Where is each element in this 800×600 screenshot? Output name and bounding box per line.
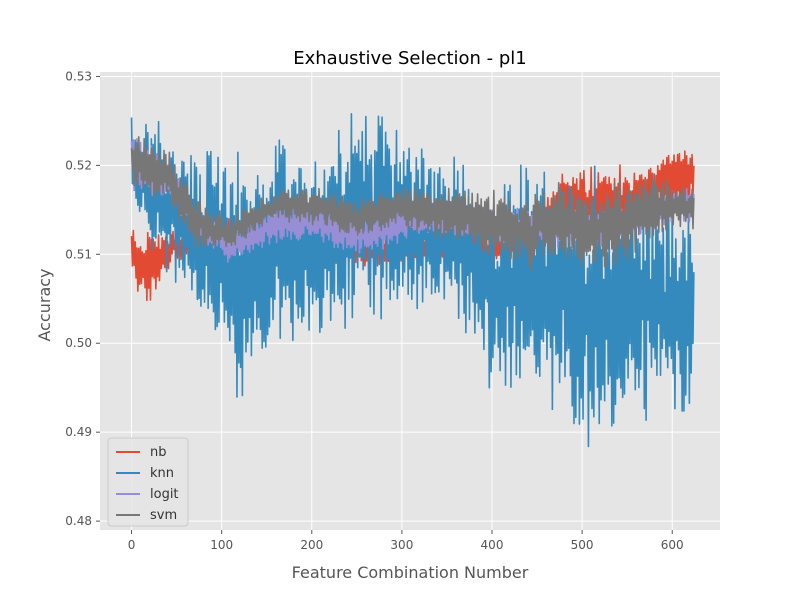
x-tick-label: 500 (571, 538, 594, 552)
legend-label-knn: knn (150, 466, 174, 481)
legend-label-svm: svm (150, 508, 177, 523)
y-tick-label: 0.48 (65, 514, 92, 528)
x-tick-label: 300 (390, 538, 413, 552)
x-tick-label: 0 (128, 538, 136, 552)
y-axis-label: Accuracy (35, 268, 54, 341)
x-tick-label: 600 (661, 538, 684, 552)
legend-box (107, 437, 189, 527)
x-axis-label: Feature Combination Number (292, 563, 529, 582)
y-tick-label: 0.52 (65, 158, 92, 172)
series-line-svm (130, 136, 695, 272)
y-axis: 0.48 0.49 0.50 0.51 0.52 0.53 (65, 69, 100, 528)
legend-label-nb: nb (150, 445, 167, 460)
chart-title: Exhaustive Selection - pl1 (293, 48, 527, 69)
y-tick-label: 0.49 (65, 425, 92, 439)
x-axis: 0 100 200 300 400 500 600 (128, 530, 684, 552)
x-tick-label: 100 (210, 538, 233, 552)
y-tick-label: 0.53 (65, 69, 92, 83)
legend-label-logit: logit (150, 487, 179, 502)
legend: nb knn logit svm (107, 437, 189, 527)
y-tick-label: 0.51 (65, 247, 92, 261)
series-layer (130, 113, 695, 448)
y-tick-label: 0.50 (65, 336, 92, 350)
x-tick-label: 200 (300, 538, 323, 552)
x-tick-label: 400 (481, 538, 504, 552)
